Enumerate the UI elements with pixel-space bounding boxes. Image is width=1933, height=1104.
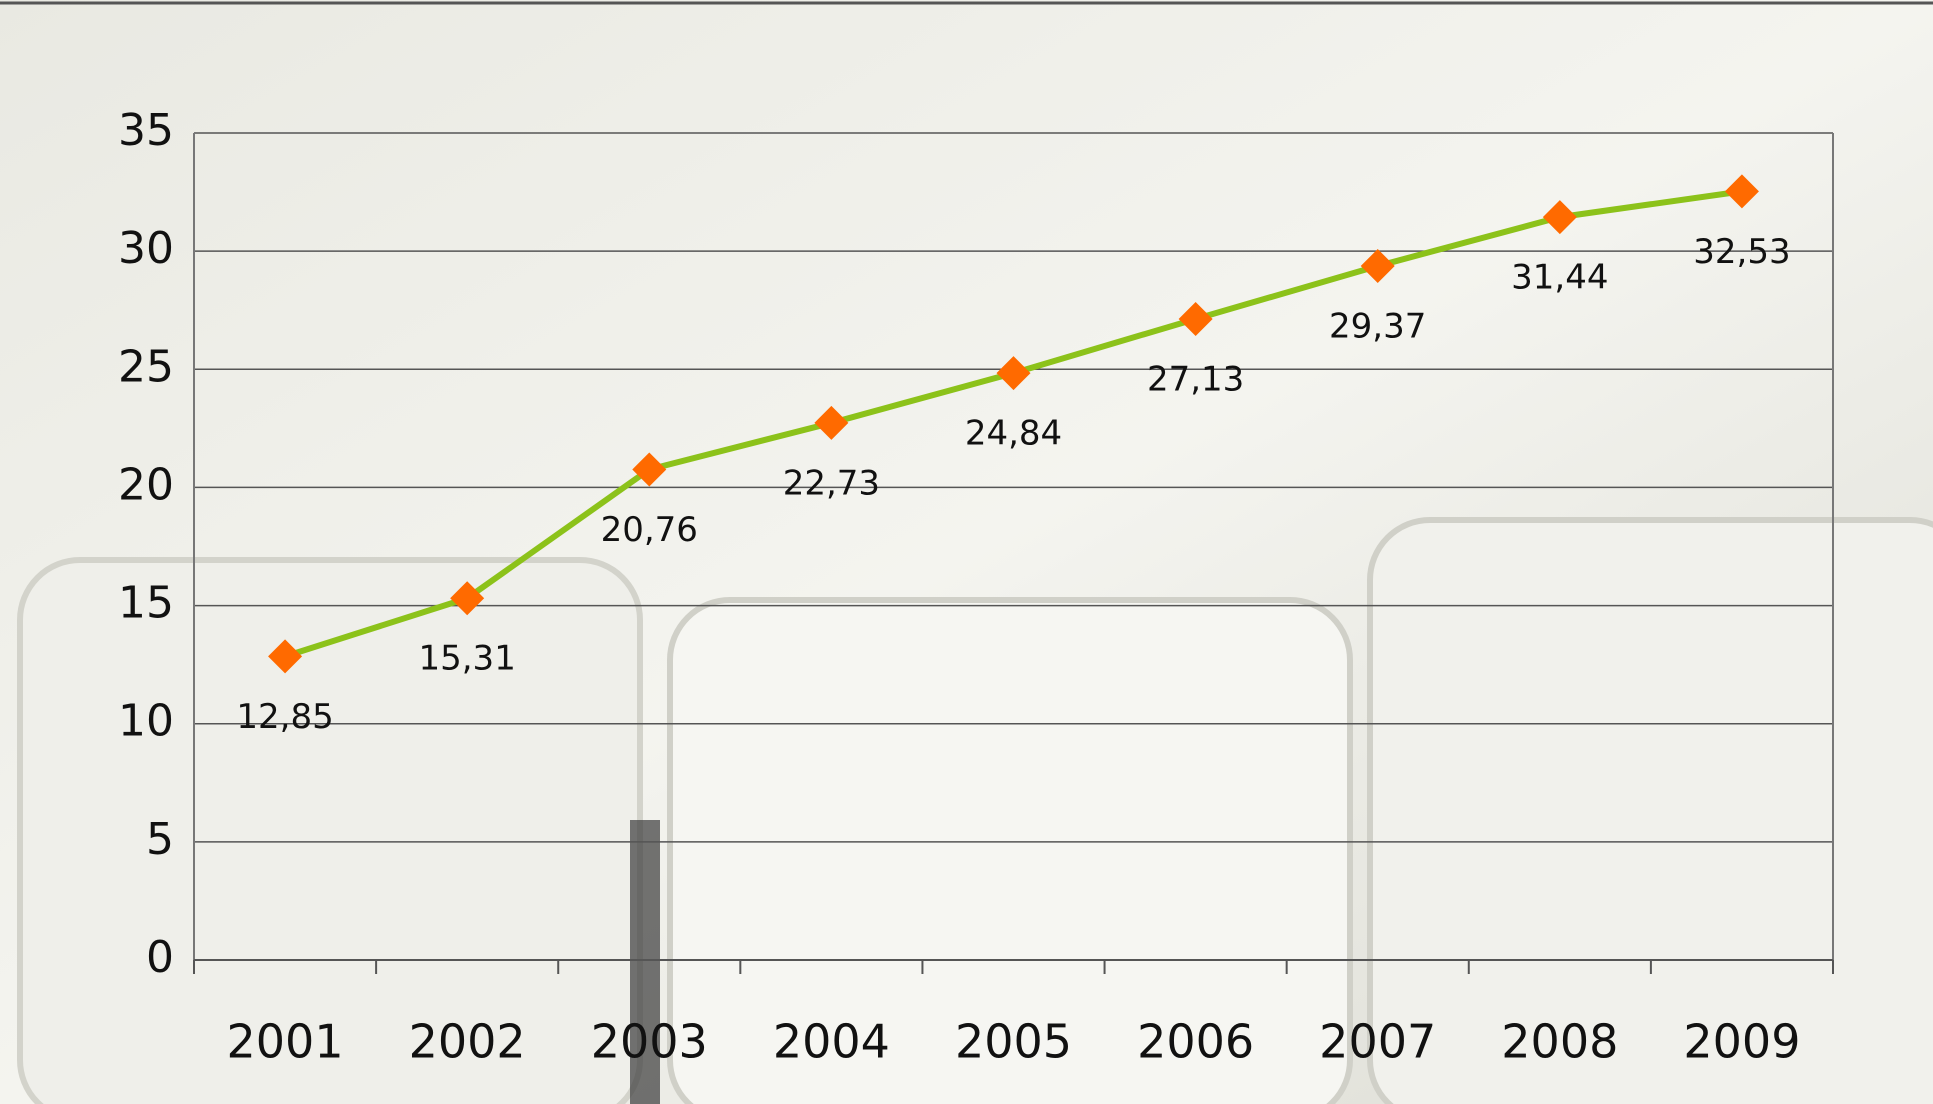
- x-tick-label: 2004: [773, 1015, 890, 1069]
- value-label: 31,44: [1511, 258, 1608, 298]
- y-tick-label: 25: [118, 341, 174, 392]
- key-shape: [1367, 517, 1933, 1104]
- value-label: 20,76: [601, 510, 698, 550]
- x-tick-label: 2008: [1501, 1015, 1618, 1069]
- y-tick-label: 35: [118, 105, 174, 156]
- y-tick-label: 5: [146, 814, 174, 865]
- plot: 0 5 10 15 20 25 30 35 2001 2002 2003 2004 2005 2006 20…: [118, 105, 1834, 1069]
- y-tick-label: 15: [118, 578, 174, 629]
- marker: [814, 405, 849, 440]
- x-tick-label: 2001: [227, 1015, 344, 1069]
- marker: [1724, 174, 1759, 209]
- x-tick-label: 2009: [1683, 1015, 1800, 1069]
- y-tick-label: 10: [118, 696, 174, 747]
- marker: [996, 356, 1031, 391]
- y-tick-label: 20: [118, 459, 174, 510]
- value-label: 12,85: [236, 697, 333, 737]
- marker: [1360, 249, 1395, 284]
- x-tick-label: 2003: [591, 1015, 708, 1069]
- marker: [1542, 200, 1577, 235]
- value-label: 15,31: [418, 639, 515, 679]
- marker: [450, 581, 485, 616]
- x-tick-label: 2006: [1137, 1015, 1254, 1069]
- key-shape: [667, 597, 1353, 1104]
- key-gap: [630, 820, 660, 1104]
- value-label: 32,53: [1693, 232, 1790, 272]
- value-label: 27,13: [1147, 359, 1244, 399]
- y-tick-label: 30: [118, 223, 174, 274]
- value-label: 29,37: [1329, 307, 1426, 347]
- value-label: 22,73: [783, 463, 880, 503]
- marker: [632, 452, 667, 487]
- marker: [268, 639, 303, 674]
- y-tick-label: 0: [146, 932, 174, 983]
- x-tick-label: 2007: [1319, 1015, 1436, 1069]
- x-tick-label: 2002: [409, 1015, 526, 1069]
- value-label: 24,84: [965, 414, 1062, 454]
- x-tick-label: 2005: [955, 1015, 1072, 1069]
- marker: [1178, 301, 1213, 336]
